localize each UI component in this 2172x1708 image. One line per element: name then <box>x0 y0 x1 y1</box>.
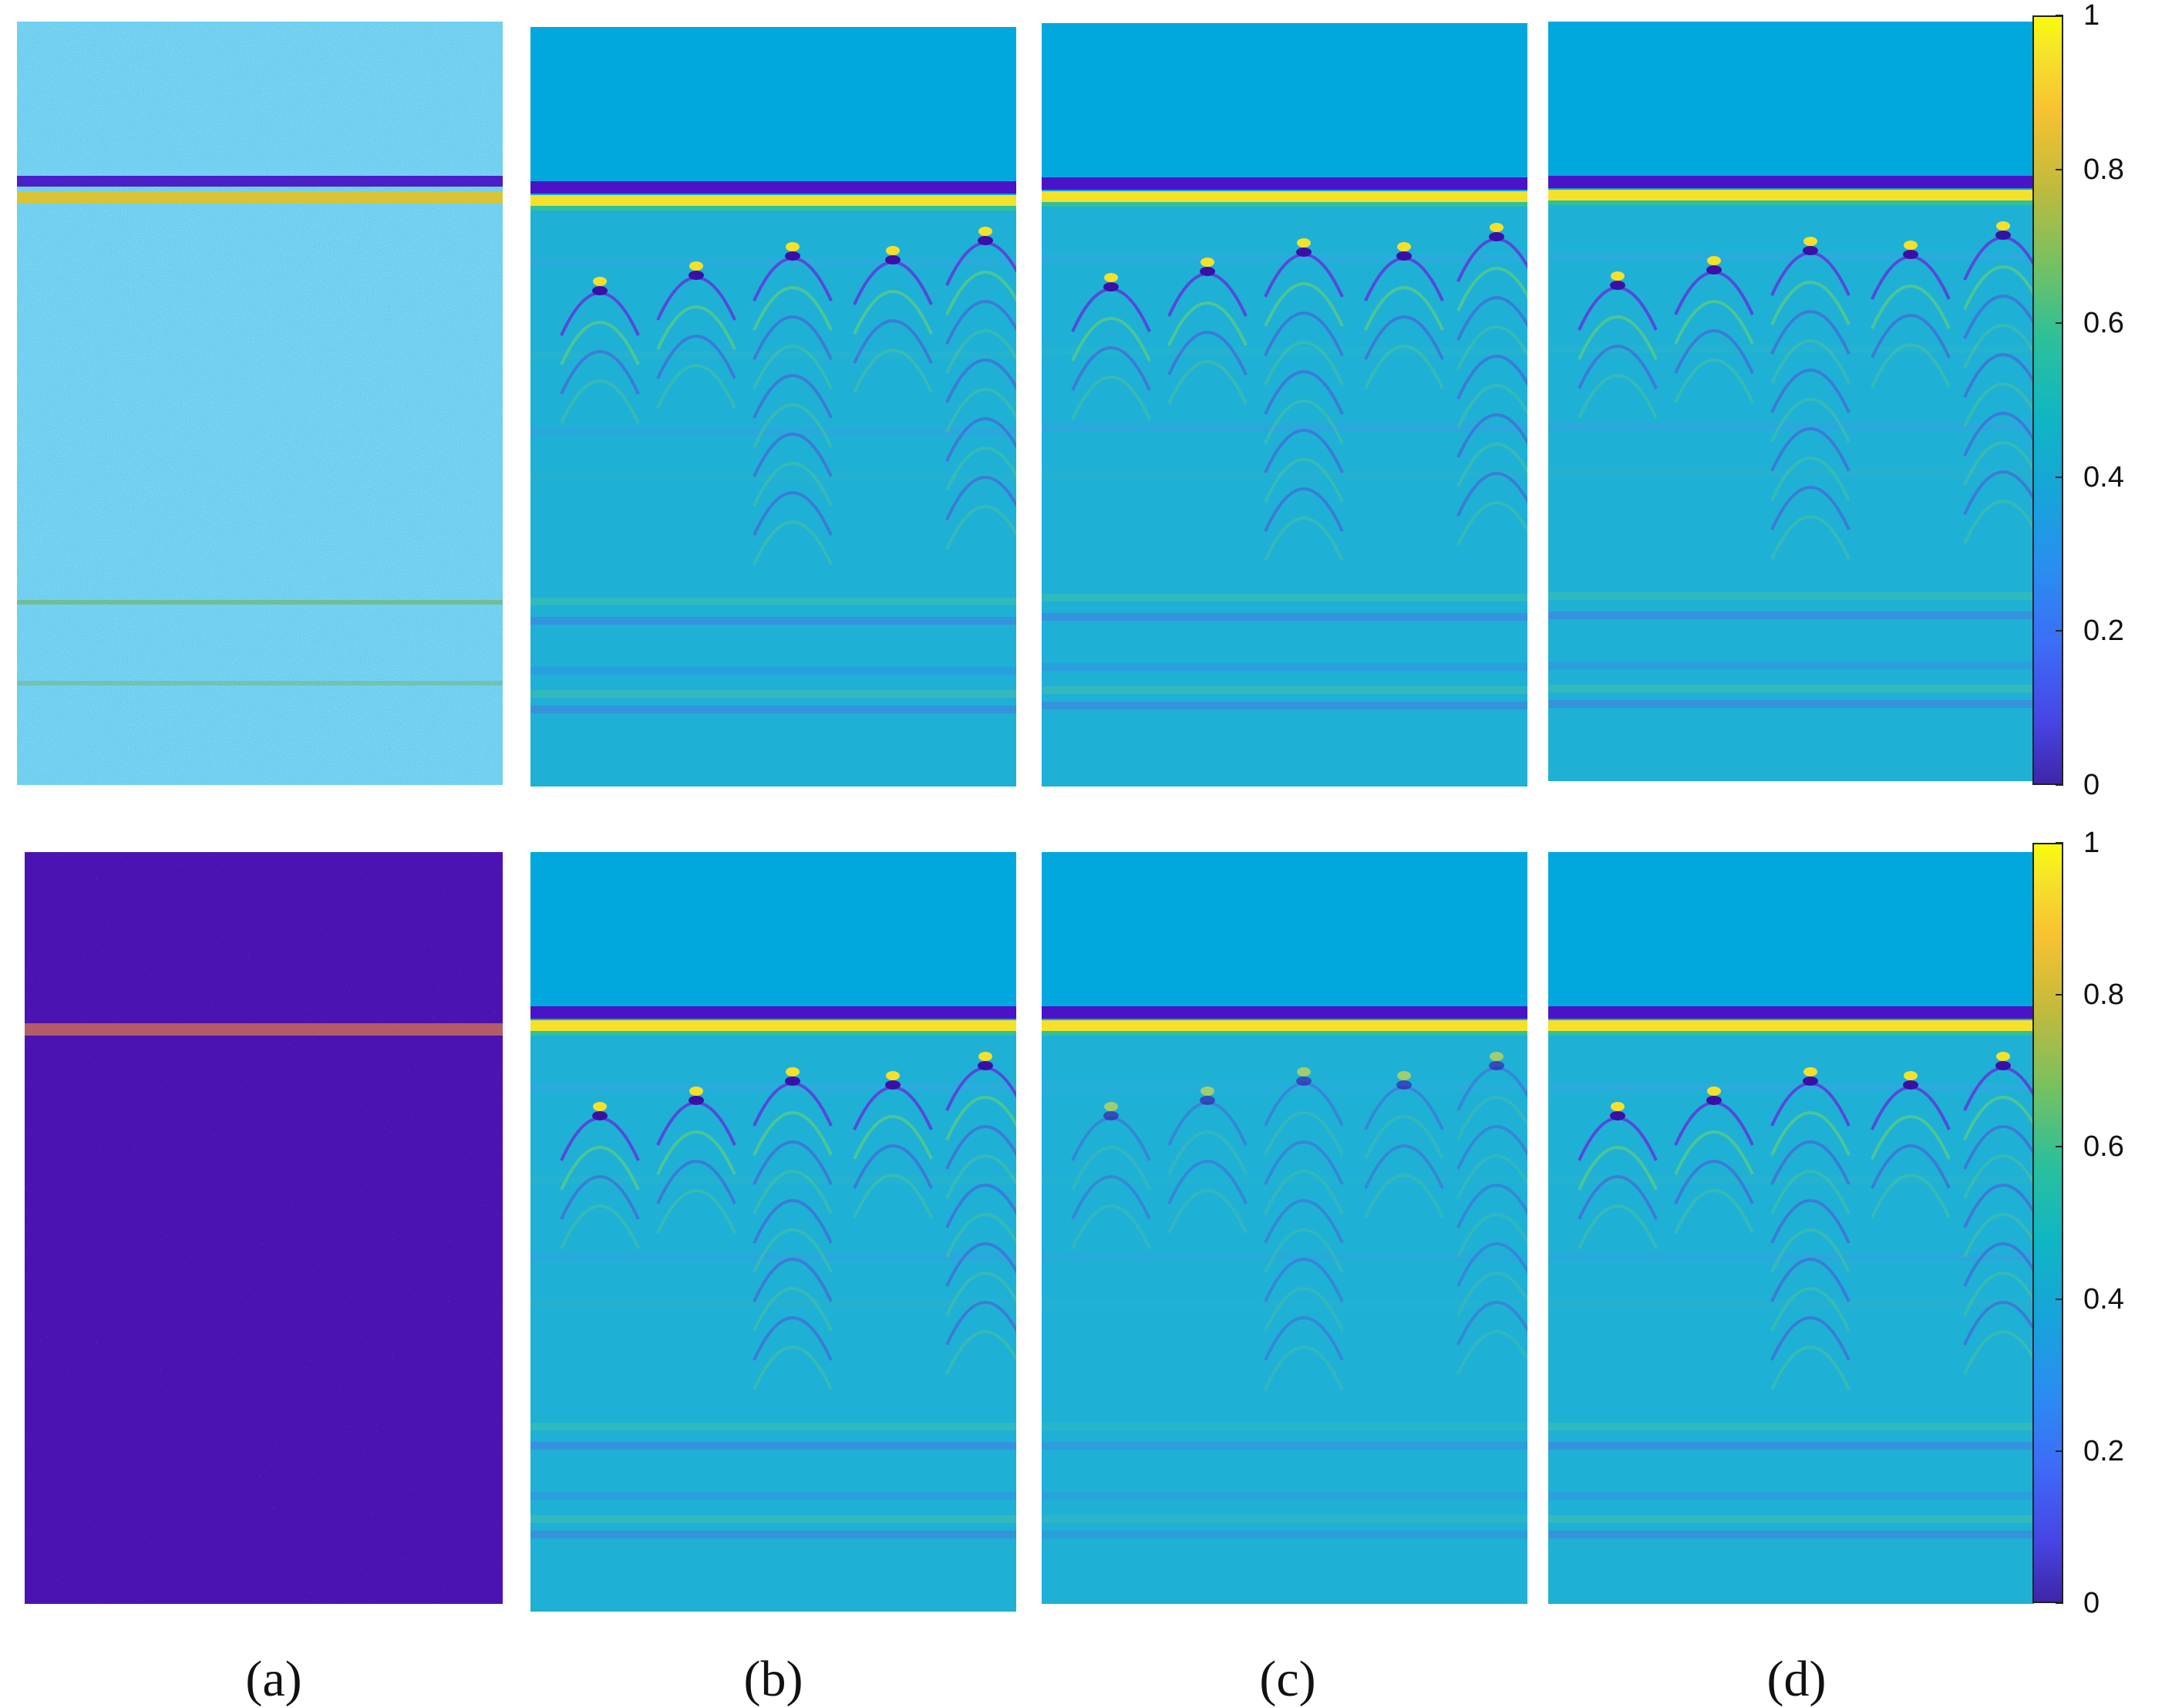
colorbar-tick-label: 0.4 <box>2083 1282 2124 1316</box>
colorbar-tick-label: 0.4 <box>2083 460 2124 494</box>
colorbar-tick-mark <box>2056 994 2063 996</box>
colorbar-tick-label: 1 <box>2083 827 2100 859</box>
denoised-bscan-image <box>530 27 1016 787</box>
panel-row1-a <box>17 22 503 785</box>
panel-row2-d <box>1548 852 2034 1604</box>
colorbar-tick-label: 0.6 <box>2083 1130 2124 1164</box>
colorbar-tick-mark <box>2056 630 2063 632</box>
colorbar-tick-mark <box>2056 322 2063 325</box>
colorbar-tick-mark <box>2056 476 2063 478</box>
colorbar-tick-label: 0.2 <box>2083 615 2124 648</box>
noisy-bscan-image <box>25 852 503 1604</box>
denoised-bscan-image <box>530 852 1016 1612</box>
caption-a: (a) <box>245 1651 302 1707</box>
colorbar-tick-mark <box>2056 1450 2063 1452</box>
denoised-bscan-image <box>1042 852 1527 1604</box>
colorbar-tick-label: 0 <box>2083 769 2100 801</box>
colorbar-tick-label: 0.8 <box>2083 153 2124 186</box>
colorbar-tick-label: 1 <box>2083 0 2100 32</box>
colorbar-tick-mark <box>2056 1146 2063 1148</box>
colorbar-top <box>2032 15 2063 785</box>
colorbar-tick-label: 0.6 <box>2083 307 2124 340</box>
denoised-bscan-image <box>1548 22 2034 781</box>
colorbar-tick-mark <box>2056 1298 2063 1300</box>
denoised-bscan-image <box>1548 852 2034 1604</box>
colorbar-tick-mark <box>2056 1602 2063 1604</box>
panel-row1-d <box>1548 22 2034 781</box>
colorbar-tick-label: 0 <box>2083 1587 2100 1619</box>
panel-row2-b <box>530 852 1016 1612</box>
colorbar-bottom <box>2032 843 2063 1603</box>
caption-b: (b) <box>743 1651 803 1707</box>
denoised-bscan-image <box>1042 23 1527 787</box>
colorbar-tick-mark <box>2056 15 2063 16</box>
panel-row2-c <box>1042 852 1527 1604</box>
colorbar-tick-label: 0.8 <box>2083 979 2124 1012</box>
panel-row1-b <box>530 27 1016 787</box>
colorbar-tick-mark <box>2056 168 2063 170</box>
colorbar-tick-label: 0.2 <box>2083 1434 2124 1467</box>
noisy-bscan-image <box>17 22 503 785</box>
panel-row1-c <box>1042 23 1527 787</box>
colorbar-tick-mark <box>2056 842 2063 844</box>
colorbar-tick-mark <box>2056 784 2063 786</box>
caption-d: (d) <box>1766 1651 1827 1707</box>
caption-c: (c) <box>1259 1651 1316 1707</box>
panel-row2-a <box>25 852 503 1604</box>
